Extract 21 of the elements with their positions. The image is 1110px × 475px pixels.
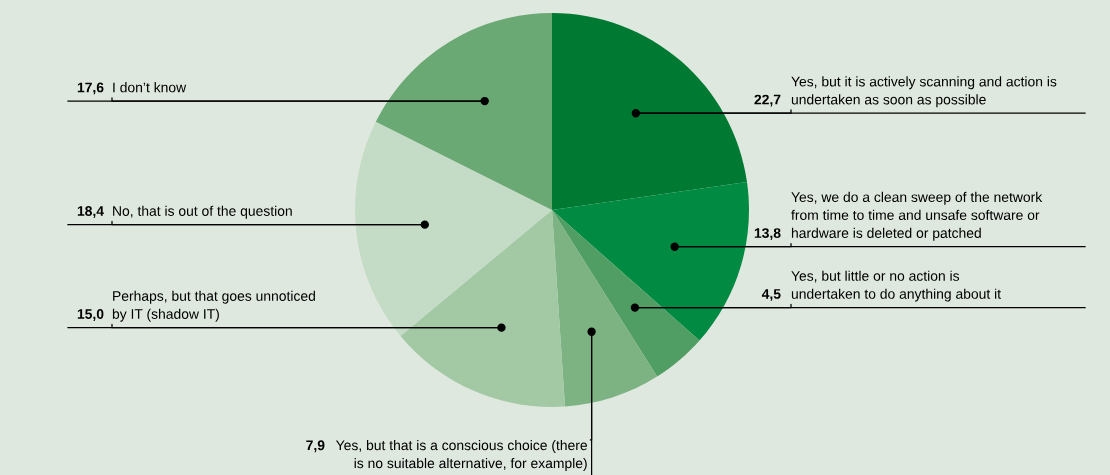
pie-slice xyxy=(400,210,565,407)
pie-slice xyxy=(552,210,700,377)
pie-slice xyxy=(552,210,658,407)
slice-label: Yes, we do a clean sweep of the network from time to time and unsafe software or hardware is deleted or patched xyxy=(791,191,1043,241)
slice-label: No, that is out of the question xyxy=(113,205,292,219)
data-label: 22,7 xyxy=(754,94,781,107)
data-label: 15,0 xyxy=(77,309,104,321)
slice-label: Yes, but that is a conscious choice (there is no suitable alternative, for example) xyxy=(335,440,588,471)
pie-slice xyxy=(375,13,552,210)
data-label: 18,4 xyxy=(77,206,104,218)
slice-label: I don’t know xyxy=(113,82,187,93)
data-label: 7,9 xyxy=(306,440,325,453)
pie-slice xyxy=(355,121,552,336)
pie-slice xyxy=(552,181,749,341)
data-label: 17,6 xyxy=(77,82,104,95)
data-label: 4,5 xyxy=(761,289,781,301)
data-label: 13,8 xyxy=(754,228,781,240)
slice-label: Yes, but little or no action is undertaken to do anything about it xyxy=(791,270,1001,302)
slice-label: Perhaps, but that goes unnoticed by IT (shadow IT) xyxy=(112,290,315,322)
pie-slice xyxy=(552,13,747,210)
slice-label: Yes, but it is actively scanning and action is undertaken as soon as possible xyxy=(791,76,1057,108)
